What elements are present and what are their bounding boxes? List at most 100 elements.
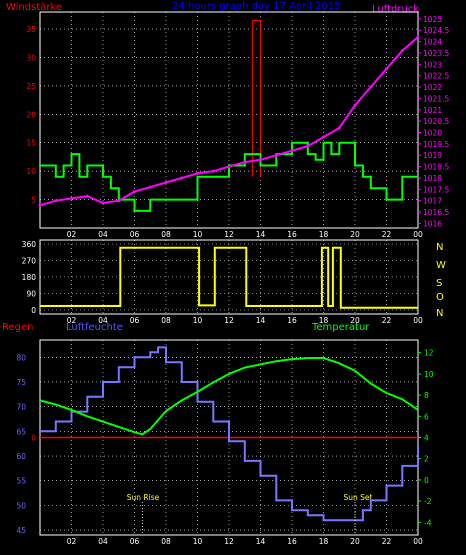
pressure-point <box>133 190 136 194</box>
direction-tick-label: 90 <box>26 290 36 299</box>
windstaerke-tick-label: 15 <box>26 139 36 148</box>
luftdruck-tick-label: 1020 <box>423 129 442 138</box>
label-temperatur: Temperatur <box>311 322 370 333</box>
bottom-x-tick-label: 22 <box>382 537 392 546</box>
luftdruck-tick-label: 1024.5 <box>423 26 449 35</box>
sun-set-label: Sun Set <box>344 493 373 502</box>
wind-series-line <box>40 141 418 212</box>
label-luftfeuchte: Luftfeuchte <box>66 322 123 333</box>
luftdruck-tick-label: 1023.5 <box>423 49 449 58</box>
top-x-tick-label: 00 <box>413 230 423 239</box>
top-x-tick-label: 06 <box>130 230 140 239</box>
pressure-point <box>385 67 388 71</box>
luftdruck-tick-label: 1019.5 <box>423 140 449 149</box>
direction-x-tick-label: 16 <box>287 316 297 325</box>
temperatur-tick-label: 0 <box>424 476 429 485</box>
windstaerke-tick-label: 25 <box>26 82 36 91</box>
top-x-tick-label: 04 <box>98 230 108 239</box>
direction-label-n-top: N <box>436 242 443 253</box>
direction-x-tick-label: 02 <box>67 316 77 325</box>
header-luftdruck: Luftdruck <box>372 4 419 15</box>
temperatur-tick-label: -4 <box>424 518 432 527</box>
top-x-tick-label: 22 <box>382 230 392 239</box>
windstaerke-tick-label: 30 <box>26 53 36 62</box>
label-regen: Regen <box>2 322 34 333</box>
luftfeuchte-tick-label: 55 <box>16 477 26 486</box>
pressure-point <box>85 194 89 198</box>
pressure-point <box>54 199 58 203</box>
bottom-x-tick-label: 12 <box>224 537 234 546</box>
temperatur-tick-label: 12 <box>424 349 434 358</box>
direction-x-tick-label: 00 <box>413 316 423 325</box>
luftdruck-tick-label: 1019 <box>423 151 442 160</box>
top-x-tick-label: 18 <box>319 230 329 239</box>
pressure-point <box>38 203 42 207</box>
luftfeuchte-tick-label: 65 <box>16 427 26 436</box>
pressure-point <box>322 135 325 139</box>
luftfeuchte-tick-label: 60 <box>16 452 26 461</box>
luftdruck-tick-label: 1016.5 <box>423 208 449 217</box>
pressure-point <box>290 149 294 153</box>
pressure-point <box>164 181 168 185</box>
gust-series-line <box>252 20 261 177</box>
direction-tick-label: 180 <box>22 273 37 282</box>
top-x-tick-label: 12 <box>224 230 234 239</box>
pressure-point <box>369 85 373 89</box>
pressure-point <box>243 160 247 164</box>
luftdruck-tick-label: 1021.5 <box>423 94 449 103</box>
luftfeuchte-tick-label: 70 <box>16 403 26 412</box>
direction-x-tick-label: 10 <box>193 316 203 325</box>
luftfeuchte-tick-label: 50 <box>16 501 26 510</box>
luftfeuchte-tick-label: 45 <box>16 526 26 535</box>
luftdruck-tick-label: 1018.5 <box>423 163 449 172</box>
direction-x-tick-label: 12 <box>224 316 234 325</box>
top-x-tick-label: 08 <box>161 230 171 239</box>
regen-tick-label: 0 <box>31 434 36 443</box>
luftdruck-tick-label: 1025 <box>423 15 442 24</box>
pressure-point <box>70 196 73 200</box>
bottom-x-tick-label: 02 <box>67 537 77 546</box>
direction-label-n-bottom: N <box>436 308 443 319</box>
bottom-x-tick-label: 04 <box>98 537 108 546</box>
direction-series-line <box>40 246 418 309</box>
direction-x-tick-label: 06 <box>130 316 140 325</box>
luftdruck-tick-label: 1022.5 <box>423 72 449 81</box>
windstaerke-tick-label: 5 <box>31 196 36 205</box>
direction-x-tick-label: 18 <box>319 316 329 325</box>
luftfeuchte-tick-label: 75 <box>16 378 26 387</box>
direction-label-s: S <box>436 278 442 289</box>
bottom-x-tick-label: 06 <box>130 537 140 546</box>
bottom-x-tick-label: 10 <box>193 537 203 546</box>
luftdruck-tick-label: 1022 <box>423 83 442 92</box>
pressure-point <box>196 171 199 175</box>
pressure-point <box>227 165 231 169</box>
direction-label-o: O <box>436 292 444 303</box>
direction-x-tick-label: 14 <box>256 316 266 325</box>
pressure-point <box>274 153 278 157</box>
top-x-tick-label: 14 <box>256 230 266 239</box>
pressure-point <box>148 185 152 189</box>
bottom-x-tick-label: 20 <box>350 537 360 546</box>
luftdruck-tick-label: 1017 <box>423 197 442 206</box>
temperatur-tick-label: 6 <box>424 412 429 421</box>
temperatur-tick-label: -2 <box>424 497 432 506</box>
windstaerke-tick-label: 10 <box>26 167 36 176</box>
direction-tick-label: 0 <box>31 306 36 315</box>
bottom-x-tick-label: 16 <box>287 537 297 546</box>
pressure-point <box>416 35 420 39</box>
luftdruck-tick-label: 1023 <box>423 60 442 69</box>
bottom-x-tick-label: 14 <box>256 537 266 546</box>
temperature-series-line <box>39 357 419 436</box>
pressure-point <box>259 158 262 162</box>
top-x-tick-label: 20 <box>350 230 360 239</box>
header-windstaerke: Windstärke <box>6 2 62 13</box>
direction-x-tick-label: 22 <box>382 316 392 325</box>
pressure-point <box>117 199 121 203</box>
pressure-point <box>180 176 184 180</box>
pressure-point <box>306 144 310 148</box>
bottom-x-tick-label: 18 <box>319 537 329 546</box>
header-date: 24 hours graph day 17 April 2015 <box>172 1 341 12</box>
pressure-point <box>101 201 105 205</box>
direction-tick-label: 270 <box>22 257 37 266</box>
